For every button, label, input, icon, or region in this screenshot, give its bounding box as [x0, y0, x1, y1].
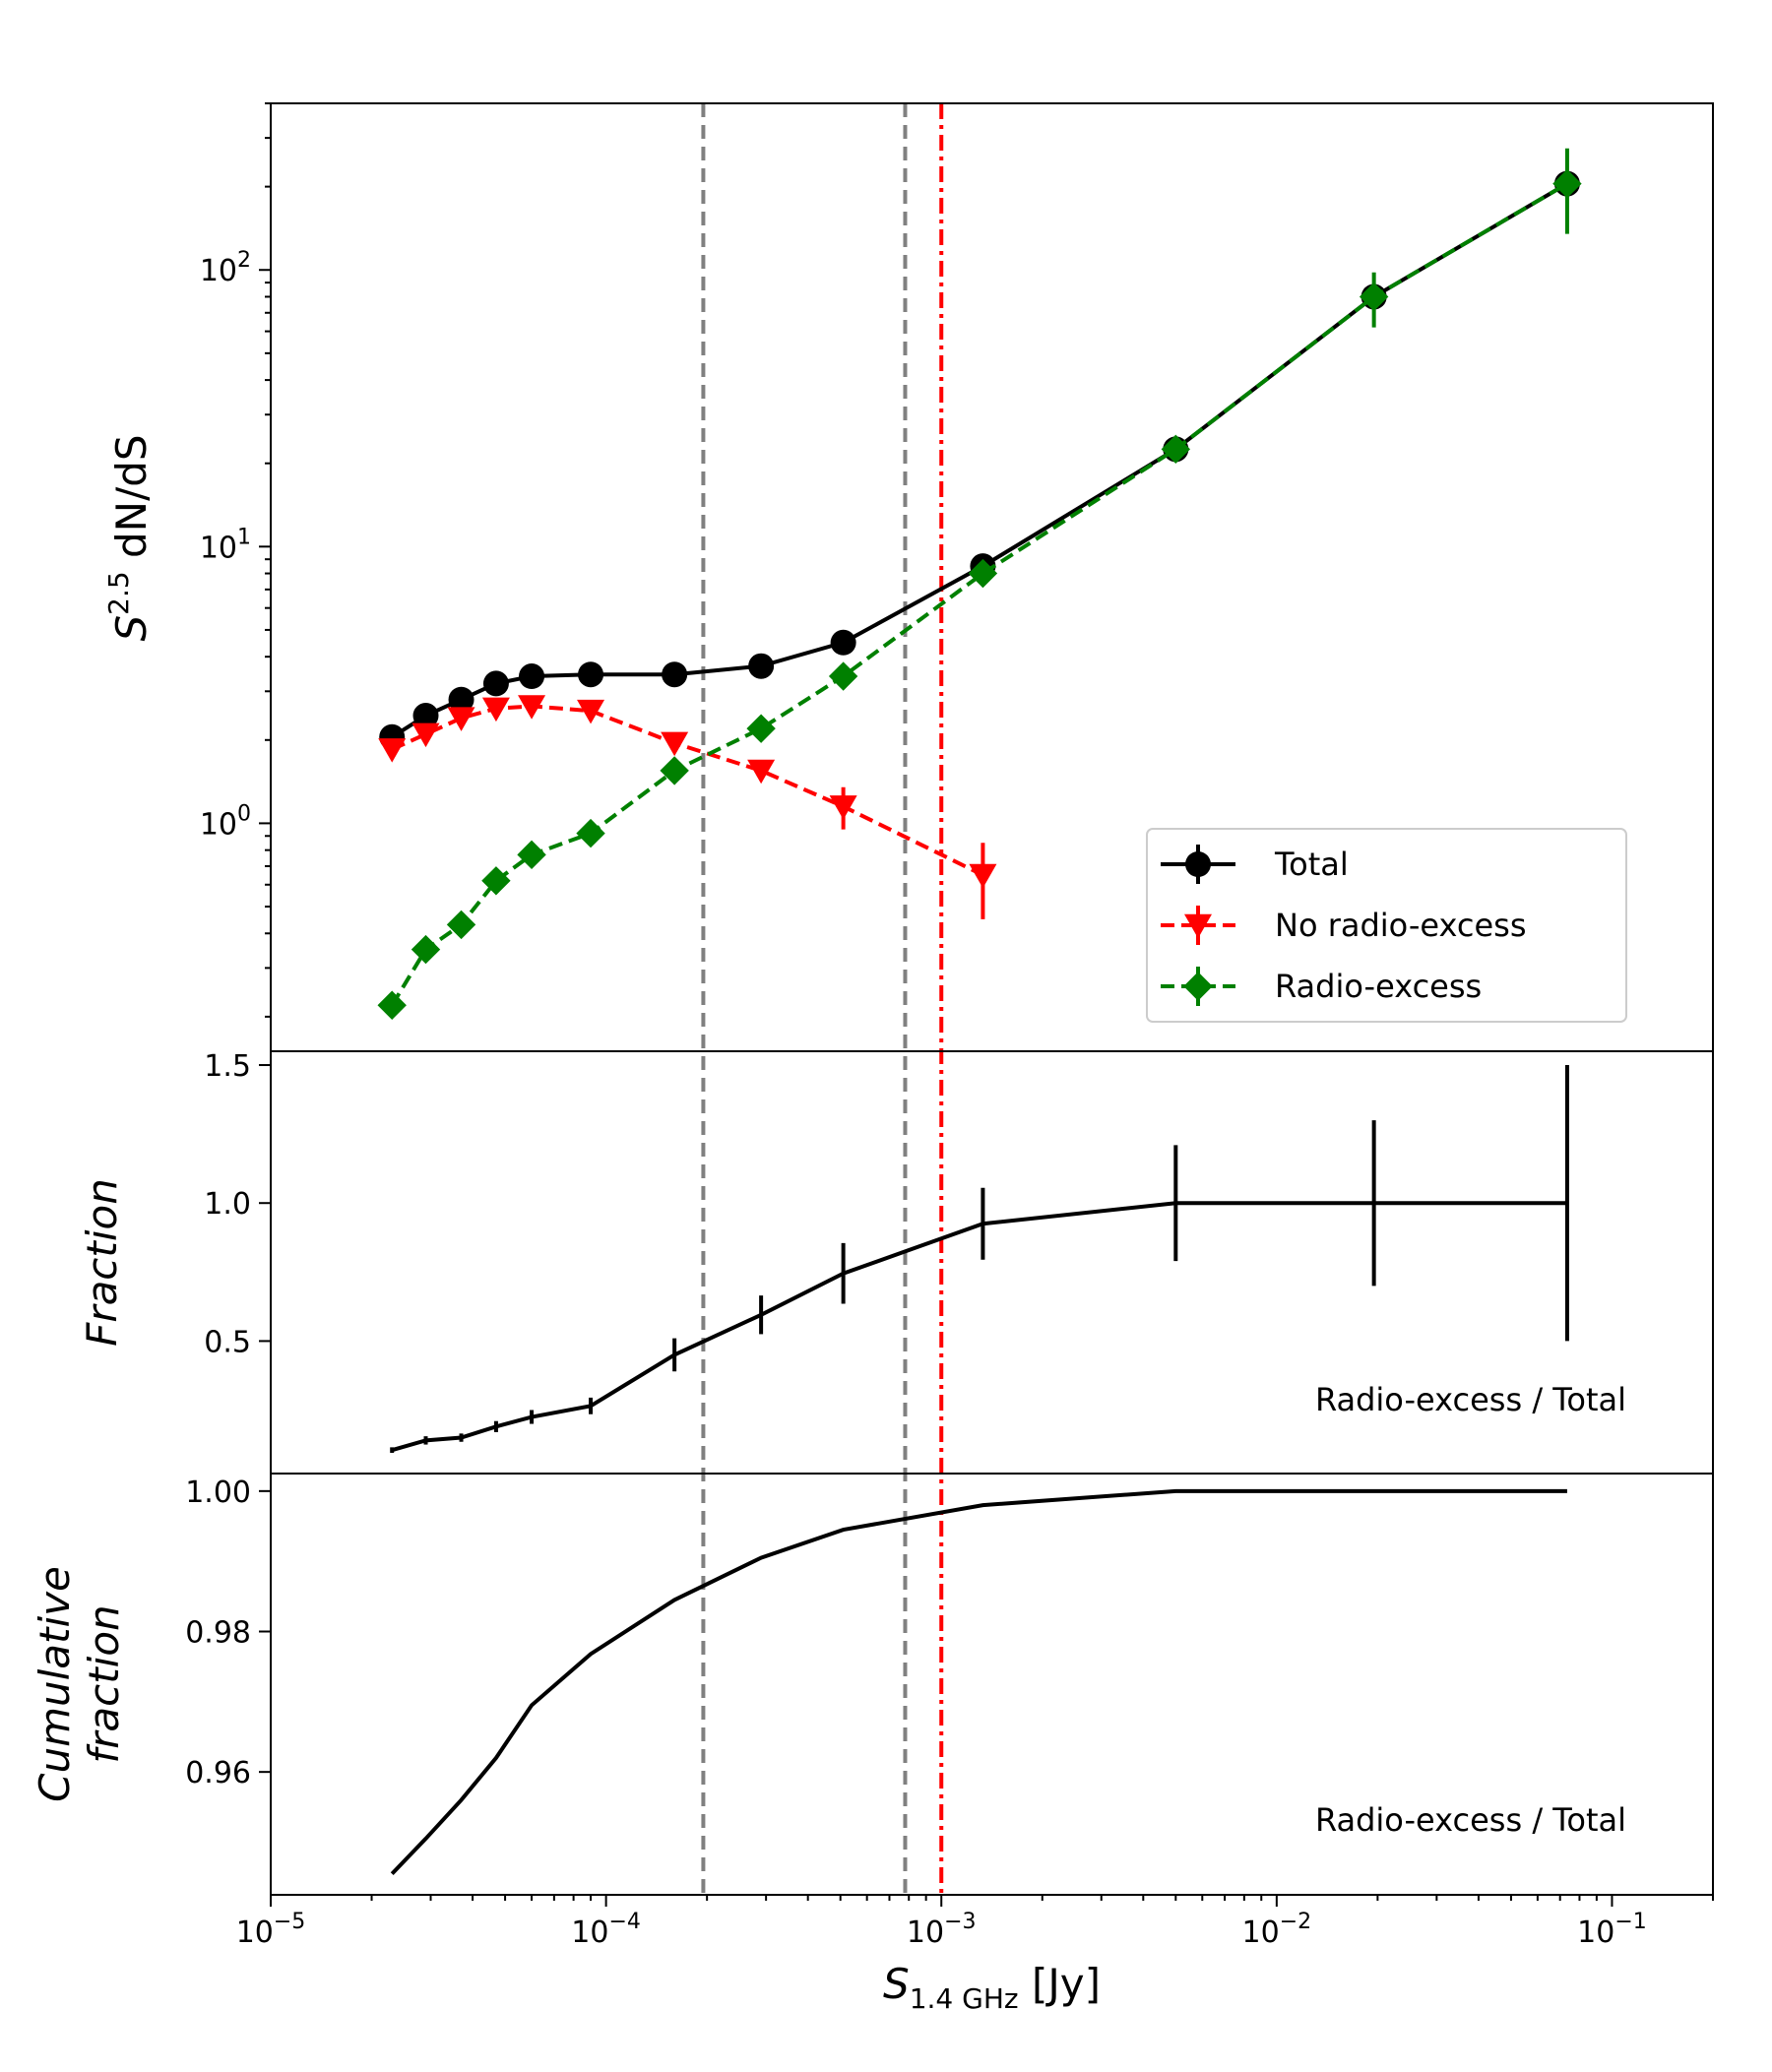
point-radio-excess	[481, 866, 511, 896]
point-total	[412, 703, 439, 729]
y-tick-label-top: 100	[200, 801, 251, 842]
xlabel-base: S	[883, 1960, 910, 2008]
point-total	[482, 670, 509, 697]
point-total	[748, 653, 775, 679]
tick-exponent: −1	[1614, 1910, 1646, 1934]
bottom-panel-series	[390, 1488, 1567, 1875]
point-no-radio-excess	[577, 699, 605, 724]
top-panel-series	[377, 148, 1582, 1020]
point-no-radio-excess	[661, 731, 689, 757]
series-line-no-radio-excess	[391, 704, 984, 877]
tick-exponent: 0	[237, 801, 251, 826]
point-total	[448, 686, 475, 713]
point-radio-excess	[968, 558, 998, 589]
tick-exponent: −3	[944, 1910, 976, 1934]
y-axis-label-mid: Fraction	[78, 1178, 126, 1347]
point-radio-excess	[660, 756, 689, 785]
legend-marker-radio-excess	[1183, 972, 1213, 1001]
tick-base: 10	[200, 531, 237, 565]
tick-base: 10	[200, 807, 237, 842]
x-tick-label: 10−4	[571, 1910, 641, 1950]
point-radio-excess	[1359, 282, 1389, 312]
point-total	[578, 661, 604, 688]
ylabel-rest: dN/dS	[107, 434, 156, 571]
point-no-radio-excess	[747, 759, 776, 785]
tick-base: 10	[200, 254, 237, 288]
ylabel-line1: Cumulative	[31, 1566, 79, 1802]
middle-panel-series	[390, 1065, 1569, 1453]
y-tick-label-mid: 0.5	[204, 1325, 251, 1359]
y-tick-label-mid: 1.0	[204, 1187, 251, 1222]
point-radio-excess	[828, 661, 858, 691]
tick-exponent: 2	[237, 248, 251, 273]
tick-exponent: −5	[274, 1910, 305, 1934]
y-tick-label-top: 101	[200, 525, 251, 565]
point-no-radio-excess	[829, 795, 857, 820]
point-radio-excess	[411, 934, 441, 965]
tick-base: 10	[1577, 1915, 1614, 1950]
legend-marker-total	[1185, 851, 1211, 877]
y-axis-label-top: S2.5 dN/dS	[102, 434, 156, 641]
legend-label-total: Total	[1274, 846, 1349, 883]
y-tick-label-mid: 1.5	[204, 1049, 251, 1084]
xlabel-sub: 1.4 GHz	[910, 1982, 1019, 2015]
x-tick-label: 10−3	[907, 1910, 977, 1950]
tick-exponent: −4	[608, 1910, 640, 1934]
tick-base: 10	[571, 1915, 608, 1950]
x-axis-label: S1.4 GHz [Jy]	[883, 1960, 1101, 2015]
annotation-bot: Radio-excess / Total	[1315, 1801, 1626, 1839]
legend-label-no-radio-excess: No radio-excess	[1275, 907, 1527, 944]
y-tick-label-top: 102	[200, 248, 251, 288]
point-total	[519, 663, 545, 690]
point-radio-excess	[446, 910, 476, 940]
point-no-radio-excess	[447, 707, 475, 731]
ylabel-base: S	[107, 615, 156, 642]
panel-frame-bot	[270, 1473, 1714, 1896]
point-radio-excess	[576, 818, 605, 848]
y-tick-label-bot: 1.00	[185, 1476, 251, 1510]
point-total	[830, 629, 856, 656]
annotation-mid: Radio-excess / Total	[1315, 1381, 1626, 1418]
point-radio-excess	[517, 840, 546, 870]
tick-base: 10	[1242, 1915, 1280, 1950]
x-tick-label: 10−1	[1577, 1910, 1647, 1950]
point-no-radio-excess	[969, 863, 997, 889]
ylabel-sup: 2.5	[102, 571, 135, 615]
legend-marker-no-radio-excess	[1184, 913, 1212, 939]
ylabel-line2: fraction	[80, 1604, 128, 1763]
y-axis-label-bot: Cumulativefraction	[31, 1566, 128, 1802]
tick-exponent: −2	[1280, 1910, 1311, 1934]
point-no-radio-excess	[481, 697, 510, 722]
legend-label-radio-excess: Radio-excess	[1275, 968, 1482, 1005]
point-total	[662, 661, 688, 688]
x-tick-label: 10−2	[1242, 1910, 1312, 1950]
point-radio-excess	[1552, 168, 1582, 199]
point-no-radio-excess	[518, 695, 546, 720]
tick-exponent: 1	[237, 525, 251, 549]
point-no-radio-excess	[378, 738, 407, 763]
y-tick-label-bot: 0.98	[185, 1616, 251, 1651]
point-no-radio-excess	[411, 722, 440, 748]
tick-base: 10	[907, 1915, 944, 1950]
point-radio-excess	[746, 714, 776, 743]
legend-box	[1146, 828, 1627, 1023]
xlabel-rest: [Jy]	[1019, 1960, 1101, 2008]
point-radio-excess	[1161, 434, 1191, 465]
y-tick-label-bot: 0.96	[185, 1756, 251, 1790]
cumulative-fraction-line	[390, 1488, 1567, 1875]
point-radio-excess	[377, 990, 407, 1020]
tick-base: 10	[236, 1915, 274, 1950]
x-tick-label: 10−5	[236, 1910, 306, 1950]
